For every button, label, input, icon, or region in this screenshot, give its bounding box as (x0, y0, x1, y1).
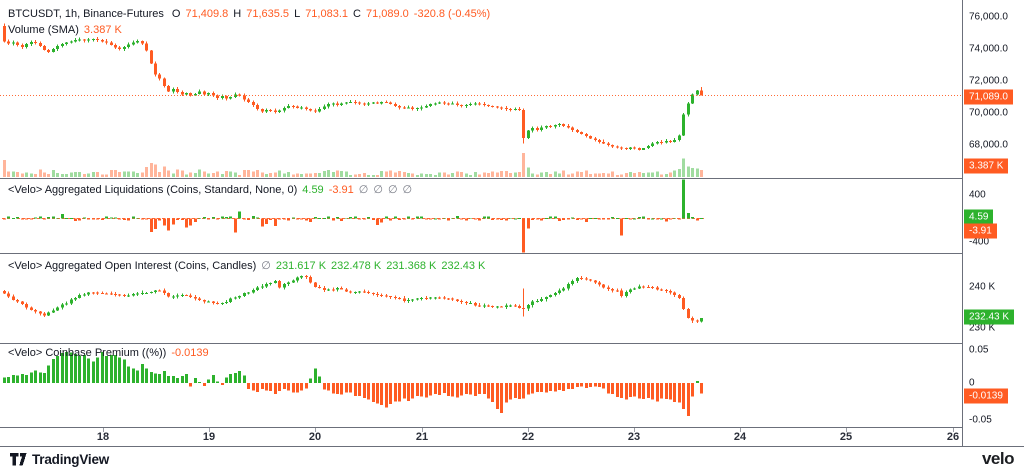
time-axis-label: 18 (96, 431, 110, 443)
axis-price-badge: 71,089.0 (964, 89, 1013, 105)
legend-value: 71,089.0 (365, 8, 409, 20)
legend-value: -320.8 (-0.45%) (413, 8, 491, 20)
axis-tick-label: 0 (969, 377, 975, 389)
price-pane[interactable] (3, 23, 703, 177)
time-axis-label: 26 (946, 431, 960, 443)
liquidations-pane[interactable] (2, 154, 704, 253)
axis-tick-label: 68,000.0 (969, 139, 1008, 151)
axis-price-badge: -0.0139 (964, 388, 1008, 404)
tradingview-icon (10, 453, 27, 466)
axis-tick-label: -0.05 (969, 414, 992, 426)
pane-separator[interactable] (0, 253, 1024, 254)
legend-value: ∅ (402, 184, 413, 196)
axis-price-badge: 4.59 (964, 209, 994, 225)
axis-tick-label: 72,000.0 (969, 75, 1008, 87)
legend-value: ∅ (261, 260, 271, 272)
legend-value: -0.0139 (171, 347, 209, 359)
time-tick (846, 428, 847, 432)
legend-value: 3.387 K (83, 24, 122, 36)
time-axis-label: 20 (308, 431, 322, 443)
chart-canvas[interactable] (0, 0, 962, 446)
tradingview-wordmark: TradingView (32, 452, 110, 467)
legend-value: 71,409.8 (185, 8, 229, 20)
axis-tick-label: 230 K (969, 322, 996, 334)
legend-value: <Velo> Aggregated Liquidations (Coins, S… (8, 184, 298, 196)
legend-value: ∅ (373, 184, 383, 196)
time-axis-label: 24 (733, 431, 747, 443)
pane-separator[interactable] (0, 178, 1024, 179)
legend-volume-row: Volume (SMA) 3.387 K (8, 23, 127, 37)
legend-value: 231.617 K (275, 260, 327, 272)
time-tick (422, 428, 423, 432)
velo-logo[interactable]: velo (981, 449, 1015, 468)
legend-value: 4.59 (302, 184, 324, 196)
price-axis[interactable]: 76,000.0 74,000.0 72,000.0 70,000.0 68,000.0… (963, 0, 1024, 446)
axis-price-badge: -3.91 (964, 223, 997, 239)
time-tick (740, 428, 741, 432)
time-tick (315, 428, 316, 432)
time-axis-label: 25 (839, 431, 853, 443)
legend-title[interactable]: BTCUSDT, 1h, Binance-Futures (8, 8, 164, 20)
coinbase-premium-pane[interactable] (3, 352, 703, 417)
legend-open-interest: <Velo> Aggregated Open Interest (Coins, … (8, 259, 490, 273)
time-axis-label: 22 (521, 431, 535, 443)
price-axis-border (962, 0, 963, 446)
axis-tick-label: 70,000.0 (969, 107, 1008, 119)
axis-tick-label: 0.05 (969, 344, 989, 356)
legend-value: O (171, 8, 181, 20)
axis-price-badge: 232.43 K (964, 309, 1015, 325)
legend-value: 71,083.1 (305, 8, 349, 20)
time-axis-label: 21 (415, 431, 429, 443)
legend-value: 232.43 K (441, 260, 486, 272)
time-tick (953, 428, 954, 432)
legend-value: ∅ (358, 184, 369, 196)
time-tick (209, 428, 210, 432)
axis-tick-label: 240 K (969, 281, 996, 293)
time-axis-label: 23 (627, 431, 641, 443)
time-tick (103, 428, 104, 432)
legend-value: ∅ (387, 184, 398, 196)
time-tick (634, 428, 635, 432)
legend-value: H (233, 8, 242, 20)
legend-value: 232.478 K (331, 260, 382, 272)
legend-value: 231.368 K (386, 260, 437, 272)
axis-tick-label: -400 (969, 236, 990, 248)
tradingview-logo[interactable]: TradingView (10, 452, 109, 467)
legend-coinbase-premium: <Velo> Coinbase Premium ((%)) -0.0139 (8, 346, 214, 360)
legend-value: 71,635.5 (246, 8, 290, 20)
time-axis-border (0, 427, 1024, 428)
axis-price-badge: 3.387 K (964, 158, 1009, 174)
legend-value: L (294, 8, 301, 20)
bottom-bar: TradingView velo (0, 447, 1024, 473)
pane-separator[interactable] (0, 343, 1024, 344)
legend-value: <Velo> Aggregated Open Interest (Coins, … (8, 260, 257, 272)
time-axis-label: 19 (202, 431, 216, 443)
axis-tick-label: 400 (969, 189, 986, 201)
time-axis[interactable]: 18 19 20 21 22 23 24 25 26 (0, 428, 962, 446)
legend-value: Volume (SMA) (8, 24, 79, 36)
axis-tick-label: 74,000.0 (969, 43, 1008, 55)
chart-frame-bottom (0, 446, 1024, 447)
open-interest-pane[interactable] (3, 274, 703, 324)
legend-symbol-row: BTCUSDT, 1h, Binance-Futures O 71,409.8 H 71… (8, 7, 495, 21)
legend-liquidations: <Velo> Aggregated Liquidations (Coins, S… (8, 183, 417, 197)
legend-value: -3.91 (328, 184, 354, 196)
legend-value: C (353, 8, 361, 20)
time-tick (528, 428, 529, 432)
axis-tick-label: 76,000.0 (969, 11, 1008, 23)
legend-value: <Velo> Coinbase Premium ((%)) (8, 347, 167, 359)
